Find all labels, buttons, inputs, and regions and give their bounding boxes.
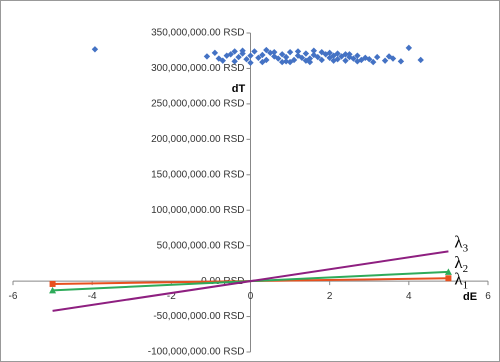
scatter-point (354, 52, 361, 59)
scatter-point (278, 51, 286, 58)
line-marker (49, 280, 56, 287)
scatter-point (255, 54, 262, 62)
scatter-point (330, 52, 337, 59)
scatter-point (251, 48, 258, 55)
y-axis-title: dT (232, 83, 246, 95)
scatter-point (239, 47, 246, 54)
scatter-point (314, 53, 321, 61)
scatter-point (405, 44, 413, 52)
y-tick-label: 200,000,000.00 RSD (151, 134, 244, 145)
scatter-point (263, 56, 270, 64)
scatter-point (302, 57, 310, 64)
scatter-point (385, 53, 393, 60)
scatter-point (263, 46, 270, 54)
series-label-symbol: λ (454, 269, 463, 288)
y-tick-label: -50,000,000.00 RSD (153, 311, 244, 322)
x-tick-label: 6 (485, 291, 491, 302)
scatter-point (259, 51, 266, 59)
scatter-point (247, 52, 254, 59)
scatter-point (302, 50, 310, 57)
series-label: λ2 (454, 253, 468, 275)
scatter-point (350, 55, 357, 62)
scatter-point (318, 48, 325, 56)
scatter-point (203, 53, 211, 60)
scatter-point (231, 58, 238, 65)
x-tick-label: 4 (406, 291, 412, 302)
scatter-point (235, 53, 242, 61)
scatter-point (259, 58, 266, 66)
scatter-point (267, 49, 274, 57)
scatter-point (211, 49, 219, 57)
scatter-point (342, 51, 349, 58)
scatter-point (227, 51, 234, 58)
scatter-point (294, 48, 302, 55)
scatter-point (366, 56, 373, 63)
scatter-point (346, 51, 353, 58)
scatter-point (306, 58, 314, 66)
line-marker (445, 275, 452, 282)
series-label-subscript: 1 (463, 279, 469, 291)
scatter-point (286, 48, 294, 56)
scatter-point (318, 56, 325, 64)
series-label: λ3 (454, 232, 468, 254)
scatter-point (247, 59, 254, 66)
y-tick-label: 250,000,000.00 RSD (151, 99, 244, 110)
scatter-point (294, 52, 302, 59)
series-label-symbol: λ (454, 253, 463, 272)
scatter-point (306, 55, 314, 62)
scatter-point (370, 58, 377, 66)
line-marker (444, 268, 452, 275)
x-axis-title: dE (463, 291, 477, 303)
scatter-point (231, 48, 238, 55)
line-marker (49, 286, 57, 294)
scatter-point (215, 55, 223, 62)
x-tick-label: 2 (327, 291, 333, 302)
x-tick-label: -4 (88, 291, 97, 302)
scatter-point (397, 58, 405, 65)
scatter-point (334, 50, 341, 57)
scatter-point (91, 46, 99, 53)
scatter-point (381, 57, 389, 64)
scatter-point (223, 52, 230, 59)
y-tick-label: 150,000,000.00 RSD (151, 169, 244, 180)
scatter-point (271, 48, 278, 56)
scatter-point (354, 58, 361, 65)
y-tick-label: 350,000,000.00 RSD (151, 28, 244, 39)
y-tick-label: 100,000,000.00 RSD (151, 205, 244, 216)
y-tick-label: 50,000,000.00 RSD (157, 240, 245, 251)
scatter-point (342, 57, 349, 64)
scatter-point (275, 55, 282, 62)
scatter-point (286, 58, 294, 66)
series-label-symbol: λ (454, 232, 463, 251)
scatter-point (278, 58, 286, 66)
scatter-point (417, 56, 424, 64)
scatter-point (373, 53, 381, 61)
scatter-point (389, 55, 397, 62)
series-label-subscript: 2 (463, 262, 469, 274)
y-tick-label: -100,000,000.00 RSD (148, 347, 245, 358)
y-tick-label: 300,000,000.00 RSD (151, 63, 244, 74)
scatter-point (282, 58, 290, 65)
scatter-point (326, 49, 333, 57)
x-tick-label: -2 (167, 291, 176, 302)
scatter-point (298, 54, 306, 62)
scatter-point (243, 56, 250, 63)
series-label-subscript: 3 (463, 242, 469, 254)
scatter-point (330, 57, 337, 64)
x-tick-label: 0 (248, 291, 254, 302)
scatter-point (219, 57, 226, 64)
scatter-point (282, 53, 290, 61)
series-line (52, 250, 449, 312)
series-label: λ1 (454, 269, 468, 291)
scatter-point (310, 47, 318, 54)
x-tick-label: -6 (9, 291, 18, 302)
